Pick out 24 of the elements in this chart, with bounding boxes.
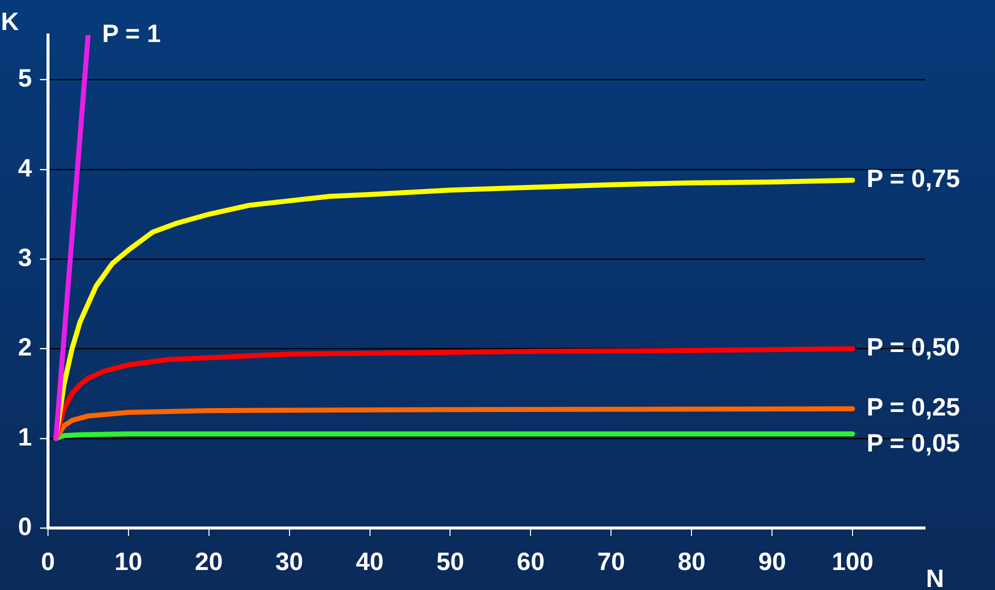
y-tick-label: 2 <box>18 334 32 362</box>
x-tick-label: 10 <box>114 548 142 576</box>
y-tick-label: 1 <box>18 423 32 452</box>
x-tick-label: 50 <box>436 548 464 576</box>
x-tick-label: 100 <box>832 548 874 576</box>
x-axis-title: N <box>926 564 944 590</box>
y-tick-label: 5 <box>18 64 32 93</box>
x-tick-label: 90 <box>758 548 786 576</box>
x-tick-label: 30 <box>275 548 304 576</box>
series-label: P = 1 <box>102 20 161 48</box>
series-label: P = 0,25 <box>866 394 960 422</box>
x-tick-label: 80 <box>678 548 706 576</box>
series-label: P = 0,05 <box>866 430 960 458</box>
x-tick-label: 70 <box>597 548 626 576</box>
x-tick-label: 0 <box>40 548 55 576</box>
y-tick-label: 4 <box>18 154 32 182</box>
x-tick-label: 20 <box>194 548 223 576</box>
series-label: P = 0,50 <box>866 334 960 362</box>
y-tick-label: 3 <box>18 244 32 272</box>
y-tick-label: 0 <box>18 512 32 541</box>
series-label: P = 0,75 <box>866 165 960 194</box>
y-axis-title: K <box>0 8 19 36</box>
x-tick-label: 60 <box>516 548 545 576</box>
x-tick-label: 40 <box>356 548 384 576</box>
